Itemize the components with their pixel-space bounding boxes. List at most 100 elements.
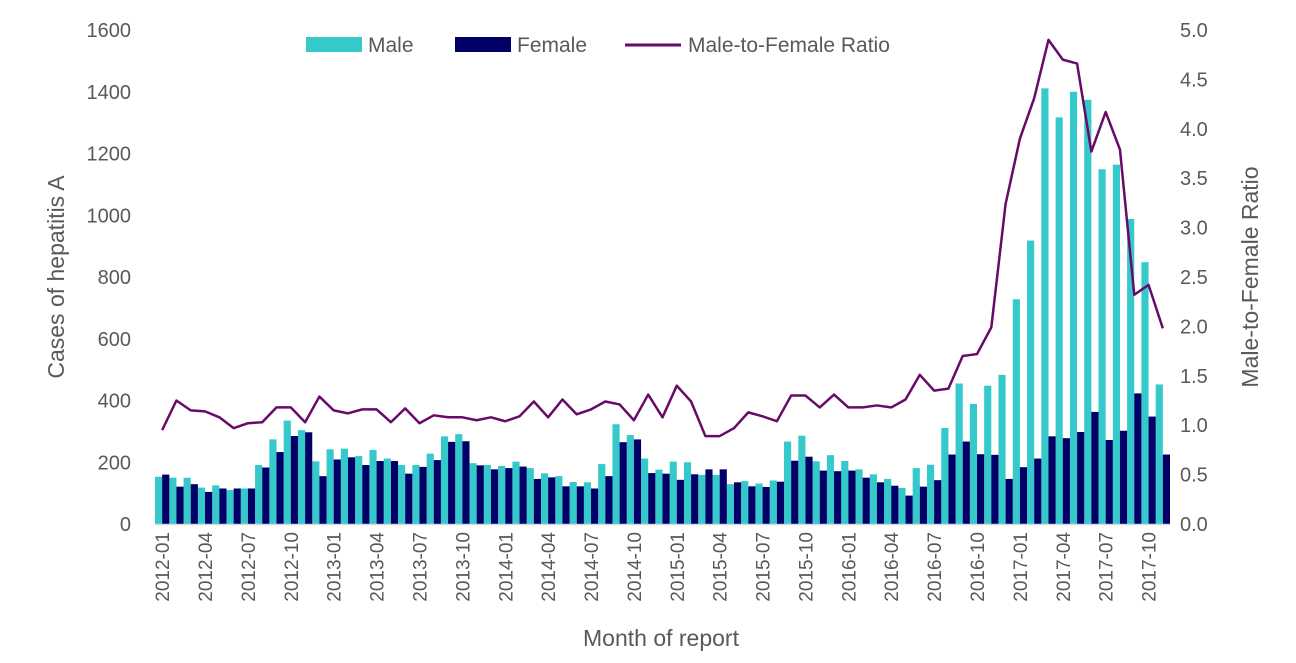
x-axis-ticks: 2012-01 2012-04 2012-07 2012-10 2013-01 2013-…	[153, 532, 1160, 602]
male-bar-2013-09	[440, 436, 449, 524]
male-bar-2015-08	[769, 480, 777, 524]
male-bar-2016-02	[855, 469, 863, 524]
female-bar-2013-02	[347, 457, 356, 524]
x-tick-label: 2016-07	[925, 532, 946, 602]
x-tick-label: 2016-01	[839, 532, 860, 602]
female-bar-2015-05	[733, 482, 742, 524]
male-bar-2015-09	[784, 441, 792, 524]
female-bar-2012-06	[233, 488, 241, 524]
female-bar-2015-09	[791, 460, 799, 524]
male-bar-2016-05	[898, 487, 906, 524]
male-bar-2013-06	[398, 465, 406, 524]
male-bar-2014-10	[626, 435, 634, 524]
y-tick-label: 1600	[87, 20, 132, 42]
female-bar-2015-04	[719, 469, 727, 524]
male-bar-2017-10	[1141, 262, 1149, 524]
male-bar-2014-01	[498, 465, 506, 524]
male-bar-2014-03	[526, 468, 534, 524]
female-bar-2016-11	[991, 454, 999, 524]
female-bar-2013-03	[362, 465, 370, 524]
male-bar-2016-07	[926, 464, 935, 524]
male-bar-2014-06	[569, 482, 577, 524]
male-bar-2016-10	[969, 403, 978, 524]
male-bar-2014-08	[598, 464, 606, 524]
y2-tick-label: 1.0	[1180, 415, 1208, 437]
female-bar-2012-12	[319, 476, 327, 524]
male-bar-2015-12	[826, 455, 835, 524]
male-bar-2013-01	[326, 449, 334, 524]
female-bar-2015-10	[805, 456, 813, 524]
male-bar-2015-01	[669, 461, 677, 524]
male-bar-2016-12	[998, 374, 1006, 524]
male-bar-2013-12	[483, 465, 491, 524]
female-bar-2013-05	[390, 461, 399, 524]
male-bar-2014-09	[612, 424, 620, 524]
y2-axis-title: Male-to-Female Ratio	[1237, 166, 1263, 387]
x-tick-label: 2015-04	[711, 532, 732, 602]
male-bar-2015-10	[798, 435, 806, 524]
female-bar-2017-03	[1048, 436, 1056, 524]
x-tick-label: 2012-04	[196, 532, 217, 602]
male-bar-2015-02	[683, 462, 692, 524]
male-bar-2015-07	[755, 483, 763, 524]
ratio-line	[161, 38, 1165, 438]
x-tick-label: 2017-07	[1097, 532, 1118, 602]
x-tick-label: 2017-01	[1011, 532, 1032, 602]
female-bar-2014-01	[505, 468, 513, 524]
male-bar-2012-12	[312, 461, 320, 524]
female-bar-2012-03	[190, 484, 198, 524]
female-bar-2017-02	[1034, 458, 1042, 524]
female-bar-2016-07	[934, 480, 942, 524]
female-bar-2014-03	[533, 478, 541, 524]
male-bar-2017-07	[1098, 169, 1106, 524]
female-bar-2015-07	[762, 486, 770, 524]
female-bar-2016-09	[962, 441, 970, 524]
male-bar-2015-11	[812, 461, 820, 524]
y-axis-title: Cases of hepatitis A	[43, 175, 69, 379]
male-bar-2012-11	[297, 430, 306, 524]
male-bar-2016-03	[869, 474, 877, 524]
female-bar-2012-08	[262, 467, 270, 524]
male-bar-2017-05	[1069, 91, 1078, 524]
male-bar-2013-10	[455, 434, 463, 524]
x-tick-label: 2012-07	[239, 532, 260, 602]
male-bar-2016-09	[955, 383, 963, 524]
male-bar-2015-05	[726, 484, 734, 524]
female-bar-2013-11	[476, 465, 484, 524]
male-bar-2017-09	[1127, 218, 1135, 524]
x-tick-label: 2014-04	[539, 532, 560, 602]
female-bar-2012-05	[219, 488, 227, 524]
x-tick-label: 2013-07	[410, 532, 431, 602]
x-tick-label: 2012-01	[153, 532, 174, 602]
male-bar-2014-02	[512, 461, 520, 524]
female-bar-2016-10	[977, 454, 985, 524]
male-bar-2016-06	[912, 468, 920, 524]
female-bar-2013-10	[462, 441, 470, 524]
male-bar-2012-03	[183, 477, 191, 524]
female-bar-2017-01	[1019, 467, 1028, 524]
female-bar-2017-06	[1091, 411, 1099, 524]
y2-tick-label: 3.0	[1180, 218, 1208, 240]
y2-tick-label: 0.0	[1180, 514, 1208, 536]
female-bar-2014-08	[605, 476, 613, 524]
bars-layer	[155, 88, 1170, 524]
female-bar-2014-09	[619, 442, 627, 524]
female-bar-2014-07	[591, 488, 599, 524]
y2-tick-label: 5.0	[1180, 20, 1208, 42]
male-bar-2013-08	[426, 453, 434, 524]
y2-tick-label: 2.0	[1180, 316, 1208, 338]
male-bar-2015-06	[741, 481, 749, 524]
female-bar-2014-10	[633, 439, 642, 524]
y-tick-label: 800	[98, 267, 131, 289]
female-bar-2013-06	[405, 473, 413, 524]
female-bar-2013-12	[490, 469, 499, 524]
male-bar-2014-07	[583, 482, 592, 524]
female-bar-2017-09	[1134, 393, 1142, 524]
male-bar-2017-04	[1055, 117, 1063, 524]
male-bar-2017-01	[1012, 299, 1020, 524]
male-bar-2017-11	[1155, 384, 1163, 524]
female-bar-2015-11	[819, 470, 827, 524]
x-tick-label: 2014-10	[625, 532, 646, 602]
x-tick-label: 2016-10	[968, 532, 989, 602]
